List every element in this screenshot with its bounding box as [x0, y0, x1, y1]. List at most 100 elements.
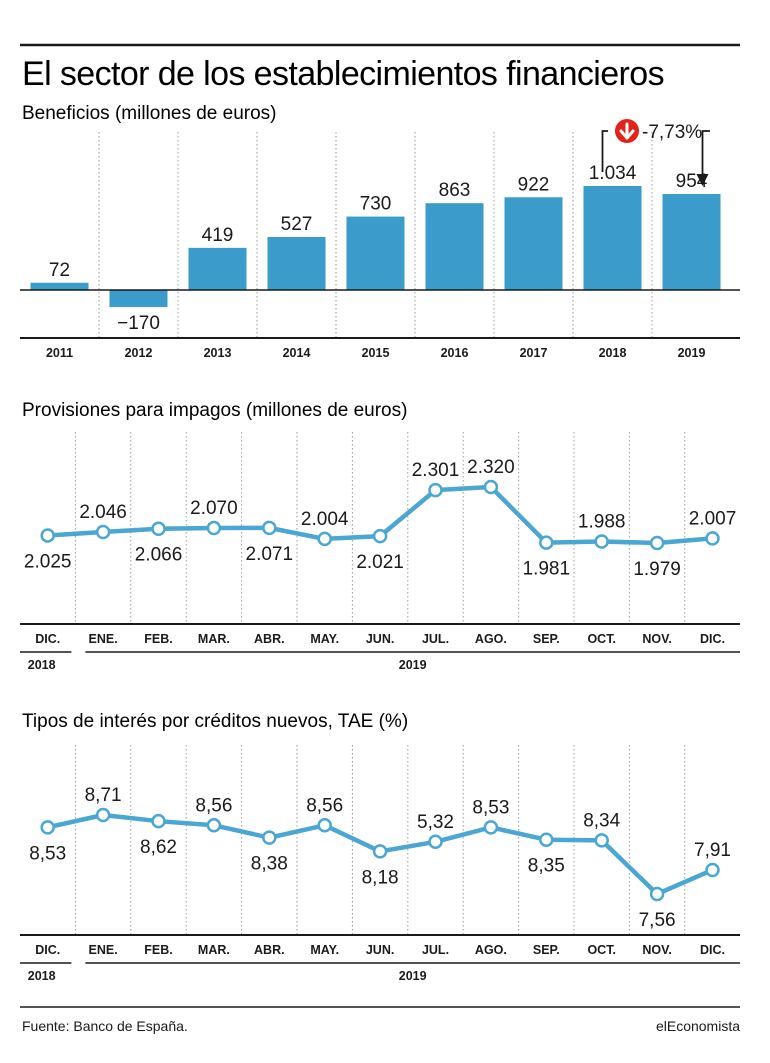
- bar-chart-title: Beneficios (millones de euros): [22, 103, 277, 124]
- x-tick-label: JUN.: [366, 632, 394, 646]
- point-value-label: 2.025: [24, 551, 72, 572]
- bar-value-label: 419: [202, 225, 234, 246]
- data-point: [372, 528, 388, 544]
- bar-2011: [30, 282, 89, 290]
- point-value-label: 1.988: [578, 512, 626, 533]
- bar-value-label: 72: [49, 260, 70, 281]
- down-arrow-icon: [619, 122, 635, 140]
- point-value-label: 8,56: [306, 795, 343, 816]
- point-value-label: 8,35: [528, 856, 565, 877]
- change-percent-label: -7,73%: [642, 122, 702, 143]
- point-value-label: 7,56: [639, 910, 676, 931]
- point-value-label: 8,18: [362, 867, 399, 888]
- point-value-label: 2.021: [356, 552, 404, 573]
- x-tick-label: DIC.: [700, 943, 725, 957]
- point-value-label: 2.004: [301, 509, 349, 530]
- bar-2014: [267, 236, 326, 290]
- point-value-label: 5,32: [417, 812, 454, 833]
- data-point: [705, 531, 720, 546]
- x-tick-label: 2012: [125, 346, 153, 360]
- data-point: [206, 818, 222, 833]
- change-bracket: [601, 130, 710, 176]
- data-point: [262, 520, 277, 536]
- tipos-chart-title: Tipos de interés por créditos nuevos, TA…: [22, 711, 408, 732]
- x-tick-label: JUL.: [422, 632, 449, 646]
- year-group-label: 2019: [399, 969, 427, 983]
- point-value-label: 7,91: [694, 840, 731, 861]
- change-arrowhead: [696, 174, 709, 186]
- data-point: [428, 834, 443, 850]
- x-tick-label: SEP.: [533, 632, 560, 646]
- year-group-label: 2019: [399, 658, 427, 672]
- point-value-label: 1.981: [523, 559, 571, 580]
- data-point: [483, 820, 499, 835]
- x-tick-label: AGO.: [475, 632, 507, 646]
- x-tick-label: DIC.: [700, 632, 725, 646]
- x-tick-label: OCT.: [587, 943, 615, 957]
- year-group-label: 2018: [28, 969, 56, 983]
- x-tick-label: 2016: [441, 346, 469, 360]
- x-tick-label: OCT.: [587, 632, 615, 646]
- data-point: [95, 807, 111, 823]
- data-point: [262, 830, 277, 845]
- bar-value-label: 863: [439, 180, 471, 201]
- x-tick-label: MAY.: [310, 632, 339, 646]
- bar-2017: [504, 197, 563, 290]
- data-point: [483, 479, 499, 495]
- bar-2012: [109, 290, 168, 308]
- x-tick-label: MAR.: [198, 632, 230, 646]
- bar-2015: [346, 216, 405, 290]
- x-tick-label: FEB.: [144, 632, 172, 646]
- data-point: [317, 531, 332, 547]
- data-point: [705, 862, 720, 878]
- data-point: [40, 820, 55, 835]
- point-value-label: 8,56: [195, 795, 232, 816]
- data-point: [206, 520, 222, 536]
- tipos-interes-line-chart: Tipos de interés por créditos nuevos, TA…: [20, 711, 740, 983]
- point-value-label: 8,34: [583, 810, 620, 831]
- point-value-label: 2.070: [190, 498, 238, 519]
- x-tick-label: JUL.: [422, 943, 449, 957]
- data-point: [317, 818, 332, 833]
- data-point: [594, 534, 609, 549]
- brand-logo: elEconomista: [656, 1018, 740, 1034]
- x-tick-label: 2018: [599, 346, 627, 360]
- source-note: Fuente: Banco de España.: [22, 1018, 188, 1034]
- data-point: [372, 844, 388, 859]
- bar-2019: [662, 194, 721, 290]
- data-point: [649, 886, 665, 902]
- x-tick-label: 2019: [678, 346, 706, 360]
- x-tick-label: 2014: [283, 346, 311, 360]
- point-value-label: 8,71: [85, 785, 122, 806]
- x-tick-label: AGO.: [475, 943, 507, 957]
- x-tick-label: 2017: [520, 346, 548, 360]
- bar-value-label: −170: [117, 313, 160, 334]
- x-tick-label: MAR.: [198, 943, 230, 957]
- x-tick-label: SEP.: [533, 943, 560, 957]
- x-tick-label: JUN.: [366, 943, 394, 957]
- beneficios-bar-chart: Beneficios (millones de euros) 72 2011 −17…: [20, 103, 740, 360]
- point-value-label: 2.046: [79, 502, 127, 523]
- provisiones-chart-title: Provisiones para impagos (millones de eu…: [22, 400, 407, 421]
- point-value-label: 2.071: [246, 544, 294, 565]
- year-group-label: 2018: [28, 658, 56, 672]
- data-point: [539, 535, 554, 550]
- bar-2016: [425, 203, 484, 290]
- provisiones-line-chart: Provisiones para impagos (millones de eu…: [20, 400, 740, 672]
- x-tick-label: NOV.: [642, 943, 671, 957]
- data-point: [40, 528, 55, 543]
- data-point: [95, 524, 111, 540]
- x-tick-label: 2013: [204, 346, 232, 360]
- data-point: [151, 813, 166, 829]
- x-tick-label: 2011: [46, 346, 73, 360]
- data-point: [428, 482, 443, 498]
- x-tick-label: NOV.: [642, 632, 671, 646]
- bar-value-label: 527: [281, 214, 313, 235]
- bar-value-label: 922: [518, 174, 550, 195]
- point-value-label: 8,38: [251, 854, 288, 875]
- point-value-label: 8,53: [472, 797, 509, 818]
- x-tick-label: MAY.: [310, 943, 339, 957]
- point-value-label: 8,53: [29, 843, 66, 864]
- data-point: [649, 535, 665, 551]
